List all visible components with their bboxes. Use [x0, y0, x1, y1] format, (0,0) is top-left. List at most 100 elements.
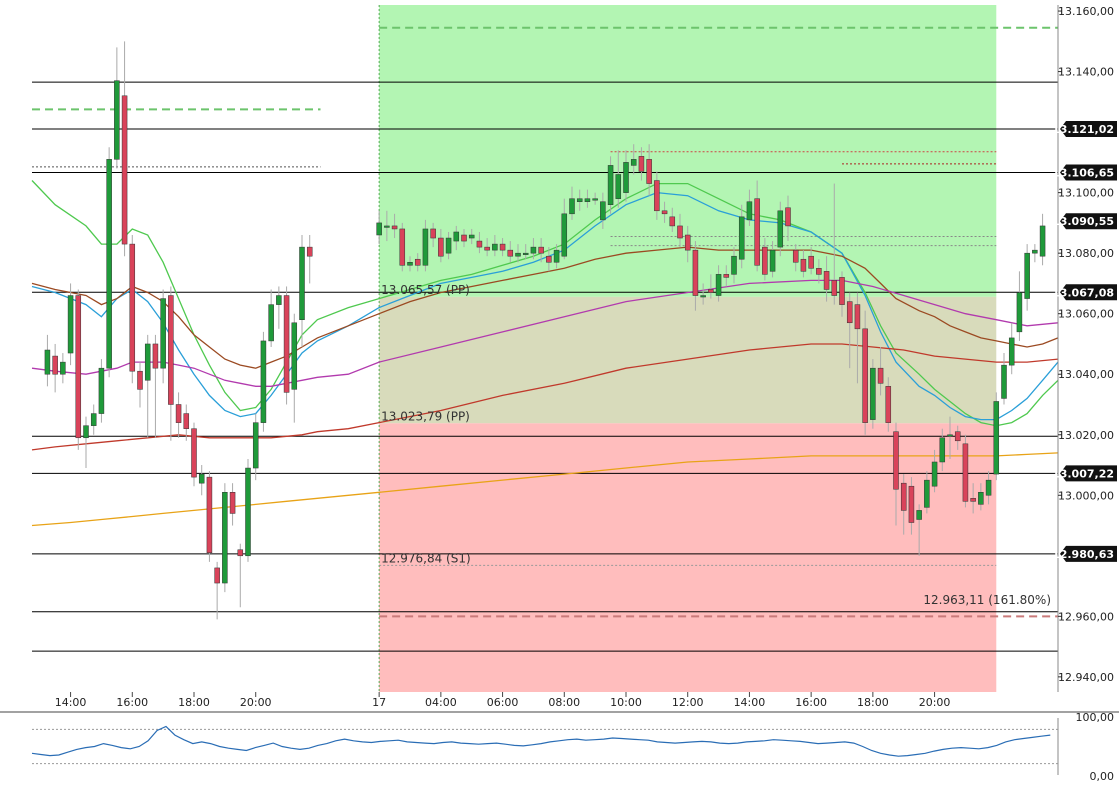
candle	[422, 219, 429, 272]
candle-body	[260, 340, 267, 423]
candle-body	[792, 249, 799, 263]
candle-body	[191, 428, 197, 478]
candle	[792, 244, 799, 272]
candle-body	[75, 295, 82, 439]
candle	[530, 238, 537, 260]
candle	[507, 241, 514, 263]
candle-body	[52, 355, 58, 375]
candle	[44, 334, 51, 387]
y-tick-label: 13.160,00	[1058, 5, 1114, 18]
candle-body	[669, 216, 676, 227]
candle	[738, 204, 745, 269]
candle	[684, 225, 691, 263]
candle-body	[708, 289, 714, 293]
candle-body	[222, 492, 228, 584]
y-tick-label: 13.020,00	[1058, 429, 1114, 442]
candle-body	[623, 162, 629, 193]
candle-body	[638, 156, 645, 172]
candle-body	[237, 549, 244, 557]
candle-body	[970, 498, 976, 502]
candle-body	[553, 249, 560, 263]
candle	[954, 425, 961, 450]
candle-body	[692, 249, 699, 296]
candle-body	[291, 322, 298, 390]
candle	[438, 228, 444, 263]
price-badge-4	[1060, 465, 1117, 482]
candle	[877, 346, 884, 396]
candle-body	[492, 243, 498, 251]
candle	[862, 310, 868, 435]
candle-body	[376, 222, 382, 236]
candle-body	[44, 349, 51, 375]
candle	[546, 247, 552, 272]
pivot-label-2: 12.976,84 (S1)	[381, 551, 471, 565]
candle-body	[831, 280, 838, 296]
candle-body	[299, 246, 305, 320]
candle-body	[1016, 292, 1023, 333]
candle-body	[700, 295, 706, 298]
candle-body	[152, 343, 159, 369]
y-tick-label: 13.060,00	[1058, 308, 1114, 321]
candle-body	[414, 258, 421, 266]
candle	[106, 147, 112, 378]
ma-line-1	[31, 191, 1059, 421]
candle	[245, 458, 251, 562]
candle	[114, 47, 120, 169]
candle-body	[198, 473, 205, 484]
candle	[291, 313, 298, 423]
candle	[237, 543, 244, 608]
candle-body	[908, 485, 915, 523]
candle	[52, 343, 58, 393]
candle	[168, 286, 174, 441]
candle-body	[98, 367, 105, 414]
candle	[985, 471, 992, 505]
candle	[1001, 353, 1007, 405]
candle-body	[499, 243, 506, 251]
candle-body	[993, 401, 1000, 475]
candle	[669, 207, 676, 232]
candle	[183, 404, 190, 441]
candle-body	[561, 213, 568, 257]
candle-body	[206, 476, 213, 554]
x-tick-label: 06:00	[487, 696, 519, 709]
x-tick-label: 16:00	[116, 696, 148, 709]
candle-body	[229, 492, 236, 514]
candle	[214, 561, 220, 620]
candle	[777, 201, 784, 257]
candle	[592, 192, 598, 205]
candle-body	[715, 274, 722, 296]
price-badge-text-5: 12.980,63	[1052, 548, 1114, 561]
y-tick-label: 13.040,00	[1058, 368, 1114, 381]
pivot-label-3: 12.963,11 (161.80%)	[923, 593, 1051, 607]
x-tick-label: 04:00	[425, 696, 457, 709]
candle	[661, 201, 668, 223]
ma-line-4	[31, 343, 1059, 451]
candle	[67, 283, 74, 366]
candle	[407, 256, 413, 272]
candle-body	[754, 198, 760, 266]
candle-body	[615, 174, 622, 199]
candle-body	[121, 95, 128, 245]
candle	[754, 180, 760, 272]
candle-body	[769, 249, 776, 272]
candles[interactable]	[44, 41, 1046, 620]
ma-line-5	[31, 452, 1059, 527]
candle	[276, 286, 282, 329]
candle	[561, 198, 568, 260]
x-tick-label: 10:00	[610, 696, 642, 709]
x-tick-label: 14:00	[734, 696, 766, 709]
candle-body	[67, 295, 74, 354]
candle-body	[129, 243, 136, 372]
candle	[893, 422, 899, 526]
candle-body	[800, 258, 807, 272]
candle-body	[723, 274, 730, 278]
candle	[600, 192, 606, 229]
candle-body	[893, 431, 899, 490]
candle-body	[947, 434, 953, 437]
candle	[384, 210, 390, 242]
pivot-label-1: 13.023,79 (PP)	[381, 409, 470, 423]
x-tick-label: 17	[372, 696, 386, 709]
candle	[538, 238, 544, 263]
candle-body	[592, 198, 598, 201]
